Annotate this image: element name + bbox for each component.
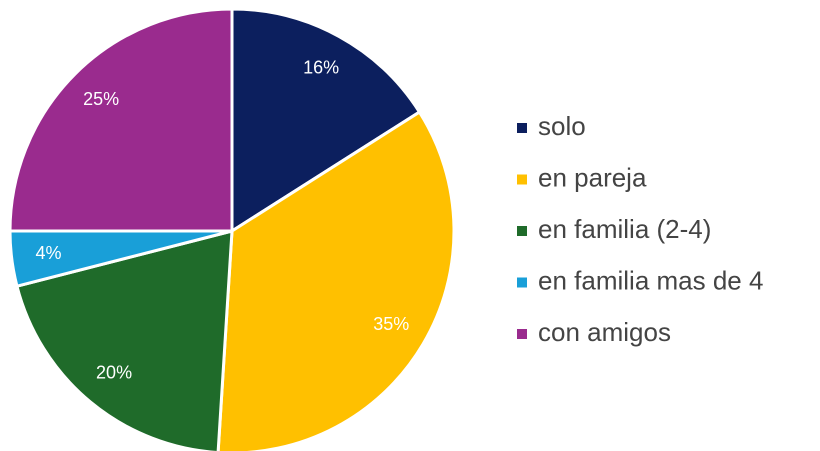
legend-label: en familia mas de 4 [538, 265, 763, 295]
slice-label: 16% [303, 58, 339, 78]
legend-swatch [517, 226, 527, 236]
legend-swatch [517, 123, 527, 133]
legend-label: solo [538, 111, 586, 141]
slice-label: 20% [96, 362, 132, 382]
slice-label: 25% [83, 89, 119, 109]
legend-swatch [517, 329, 527, 339]
pie-slice [15, 229, 234, 451]
legend-label: en familia (2-4) [538, 214, 711, 244]
pie-slice [8, 7, 234, 233]
legend-label: en pareja [538, 162, 647, 192]
slice-label: 35% [373, 314, 409, 334]
pie-slice [230, 7, 422, 234]
legend-swatch [517, 174, 527, 185]
legend-label: con amigos [538, 317, 671, 347]
legend-swatch [517, 277, 527, 288]
slice-label: 4% [35, 243, 61, 263]
pie-slice [216, 109, 456, 451]
